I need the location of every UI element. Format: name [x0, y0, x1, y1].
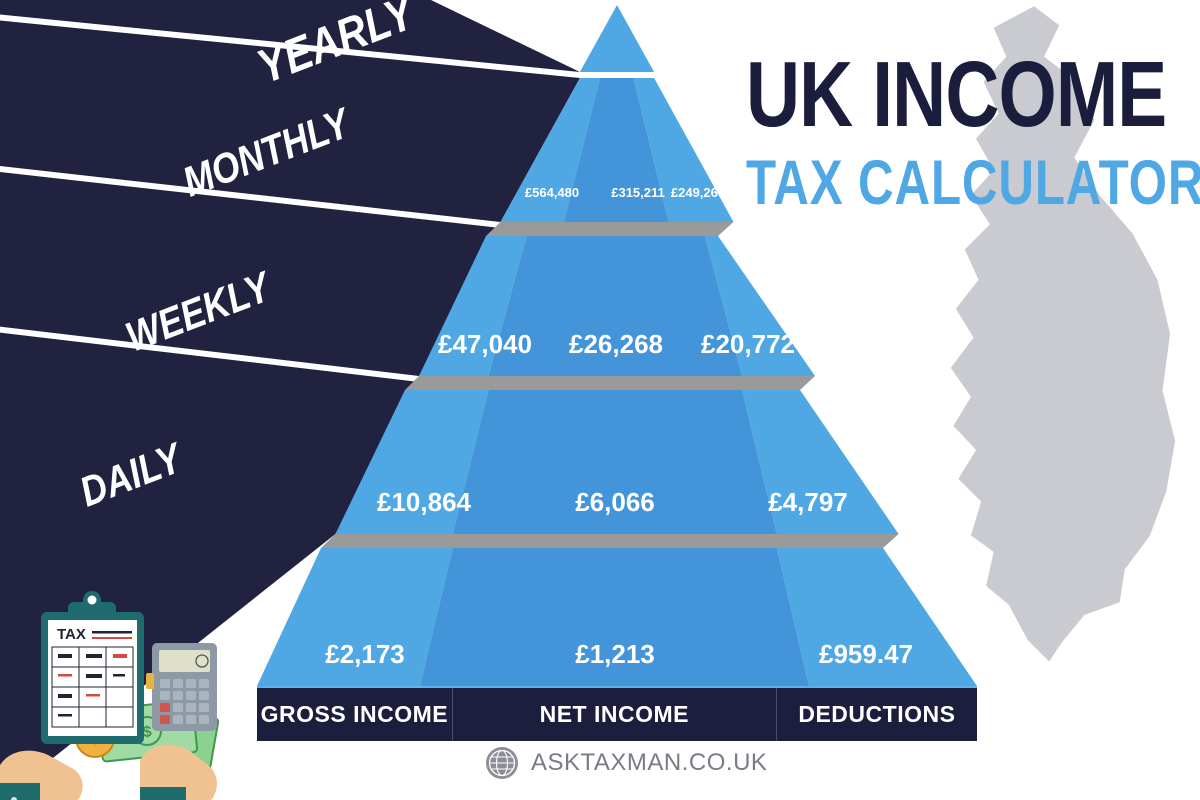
svg-text:TAX: TAX: [57, 626, 86, 643]
